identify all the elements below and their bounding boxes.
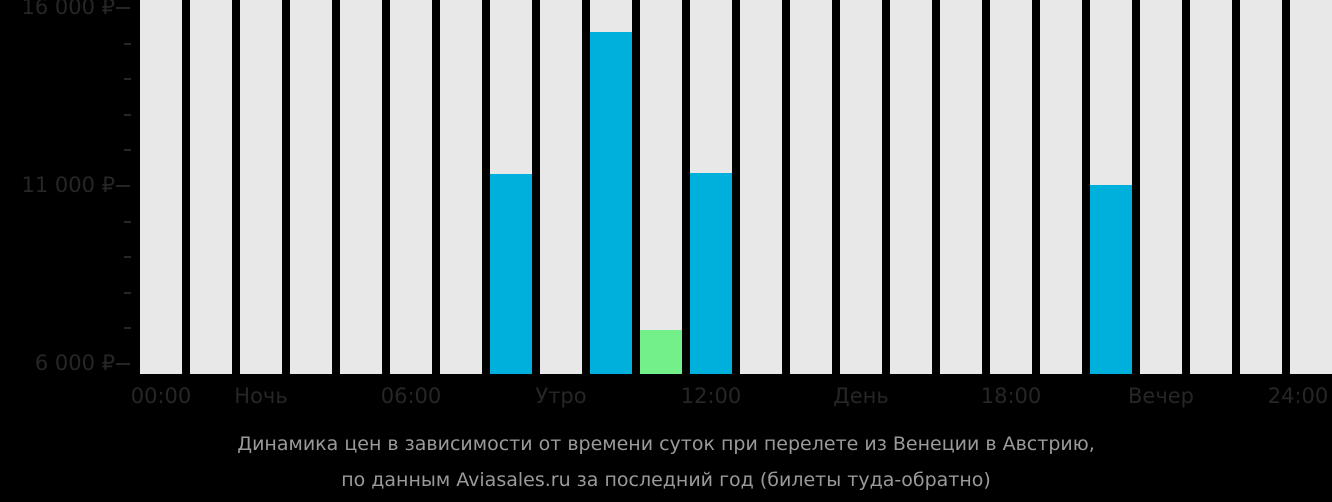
bar-1600[interactable] (940, 0, 982, 374)
bar-1300[interactable] (790, 0, 832, 374)
bar-1800[interactable] (1040, 0, 1082, 374)
y-axis-minor-tick (124, 256, 131, 259)
y-axis-label: 6 000 ₽ (34, 351, 115, 375)
bar-2100[interactable] (1190, 0, 1232, 374)
x-axis-label: 24:00 (1267, 384, 1329, 408)
x-axis-label: Ночь (234, 384, 288, 408)
x-axis-label: Вечер (1128, 384, 1194, 408)
x-axis-label: Утро (535, 384, 587, 408)
bar-2300[interactable] (1290, 0, 1332, 374)
y-axis-minor-tick (124, 291, 131, 294)
bar-value (590, 31, 632, 374)
bar-0900[interactable] (590, 0, 632, 374)
y-axis-major-tick (116, 363, 130, 365)
bar-1900[interactable] (1090, 0, 1132, 374)
bar-0100[interactable] (190, 0, 232, 374)
y-axis-label: 11 000 ₽ (21, 173, 115, 197)
chart-caption-line-2: по данным Aviasales.ru за последний год … (341, 469, 991, 491)
bar-0700[interactable] (490, 0, 532, 374)
bar-1100[interactable] (690, 0, 732, 374)
x-axis-label: 18:00 (980, 384, 1042, 408)
bar-1500[interactable] (890, 0, 932, 374)
bar-2200[interactable] (1240, 0, 1282, 374)
y-axis-minor-tick (124, 42, 131, 45)
chart-caption-line-1: Динамика цен в зависимости от времени су… (237, 433, 1095, 455)
bar-0800[interactable] (540, 0, 582, 374)
bar-1200[interactable] (740, 0, 782, 374)
x-axis-label: 12:00 (680, 384, 742, 408)
bar-0600[interactable] (440, 0, 482, 374)
bar-1700[interactable] (990, 0, 1032, 374)
y-axis-major-tick (116, 185, 130, 187)
bar-0500[interactable] (390, 0, 432, 374)
x-axis-label: 06:00 (380, 384, 442, 408)
bar-0200[interactable] (240, 0, 282, 374)
y-axis-minor-tick (124, 327, 131, 330)
price-by-hour-chart: 16 000 ₽ 11 000 ₽ 6 000 ₽ (21, 0, 1332, 375)
y-axis-minor-tick (124, 149, 131, 152)
bar-0000[interactable] (140, 0, 182, 374)
bar-value (640, 330, 682, 374)
bar-value (690, 172, 732, 374)
bar-value (490, 173, 532, 374)
y-axis-minor-tick (124, 113, 131, 116)
bar-0300[interactable] (290, 0, 332, 374)
y-axis-major-tick (116, 7, 130, 9)
x-axis-label: 00:00 (130, 384, 192, 408)
y-axis-label: 16 000 ₽ (21, 0, 115, 19)
bar-2000[interactable] (1140, 0, 1182, 374)
bar-1400[interactable] (840, 0, 882, 374)
bar-0400[interactable] (340, 0, 382, 374)
y-axis-minor-tick (124, 78, 131, 81)
y-axis-minor-tick (124, 220, 131, 223)
bar-value (1090, 184, 1132, 374)
bar-1000[interactable] (640, 0, 682, 374)
x-axis-label: День (833, 384, 889, 408)
